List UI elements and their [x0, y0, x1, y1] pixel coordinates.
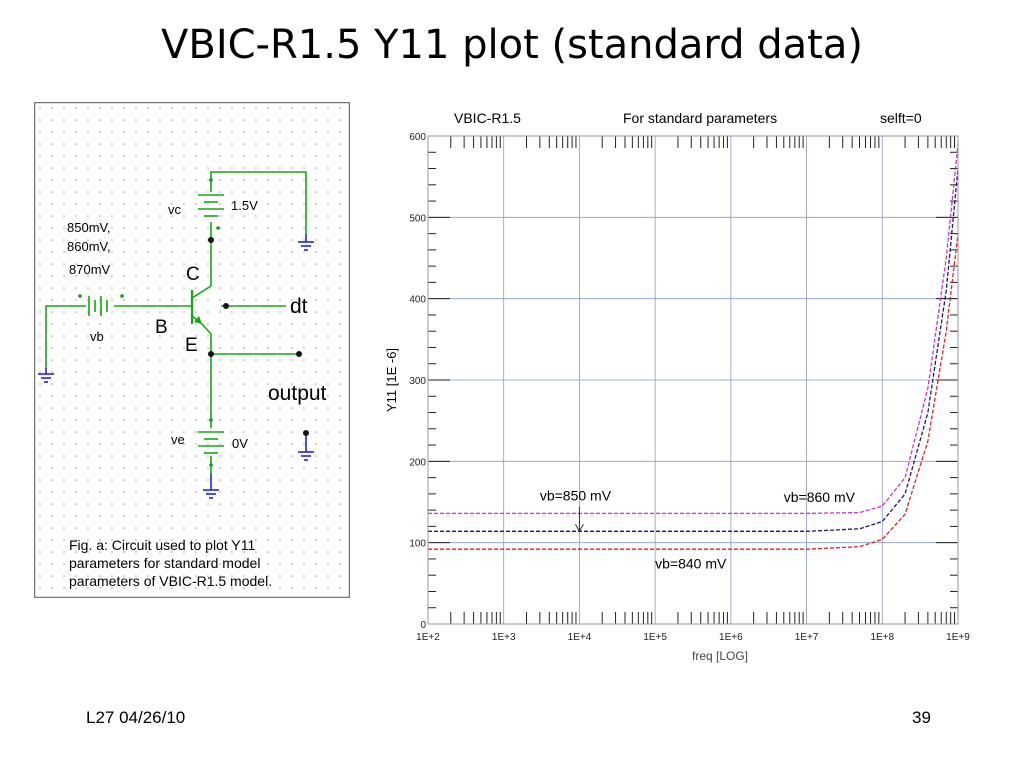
chart-panel: VBIC-R1.5 For standard parameters selft=…: [372, 100, 982, 665]
vc-value: 1.5V: [231, 198, 258, 213]
vc-label: vc: [168, 202, 182, 217]
x-tick-label: 1E+2: [416, 632, 440, 643]
y-tick-label: 500: [409, 213, 426, 224]
node-dots: [208, 237, 309, 436]
y-axis-label: Y11 [1E -6]: [384, 348, 399, 412]
annotation-arrow-head-icon: [574, 524, 584, 533]
wire-top-rail: [210, 171, 307, 234]
ve-battery-icon: [198, 431, 224, 454]
dot-grid-background: [36, 104, 348, 596]
y-tick-label: 0: [420, 620, 426, 631]
y-tick-label: 400: [409, 295, 426, 306]
chart-header-left: VBIC-R1.5: [454, 110, 521, 126]
x-tick-label: 1E+3: [492, 632, 516, 643]
circuit-panel: vc 1.5V 850mV, 860mV, 870mV vb C B E dt …: [33, 101, 351, 599]
ground-symbols: [38, 234, 314, 499]
chart-labels: vb=850 mV vb=860 mV vb=840 mV: [540, 487, 856, 571]
wire-emitter: [201, 323, 212, 428]
page-number: 39: [912, 708, 931, 727]
series-annotation-2: vb=840 mV: [655, 556, 727, 572]
x-tick-label: 1E+4: [568, 632, 592, 643]
x-axis-label: freq [LOG]: [692, 649, 748, 663]
chart-ticks: 1E+2 1E+3 1E+4 1E+5 1E+6 1E+7 1E+8 1E+9 0 100 200 3…: [409, 132, 970, 643]
vc-battery-icon: [198, 194, 224, 217]
y-tick-label: 600: [409, 132, 426, 143]
caption-line-1: Fig. a: Circuit used to plot Y11: [69, 537, 255, 553]
vb-battery-icon: [88, 296, 108, 316]
chart-header-right: selft=0: [880, 110, 922, 126]
chart-header-center: For standard parameters: [623, 110, 777, 126]
vb-value-1: 850mV,: [67, 220, 111, 235]
series-annotation-1: vb=860 mV: [784, 489, 856, 505]
ve-label: ve: [171, 432, 185, 447]
chart-series: [428, 144, 959, 550]
ground-icon-left: [38, 368, 54, 383]
circuit-wires: [45, 171, 307, 474]
x-tick-label: 1E+9: [946, 632, 970, 643]
node-b-label: B: [155, 317, 168, 338]
chart-grid: [428, 136, 958, 624]
y-tick-label: 100: [409, 539, 426, 550]
output-label: output: [268, 382, 327, 405]
x-tick-label: 1E+7: [795, 632, 819, 643]
circuit-diagram: vc 1.5V 850mV, 860mV, 870mV vb C B E dt …: [33, 101, 351, 599]
polarity-dots: [78, 178, 220, 467]
x-tick-label: 1E+6: [719, 632, 743, 643]
y11-chart: VBIC-R1.5 For standard parameters selft=…: [372, 100, 982, 665]
node-c-label: C: [186, 264, 200, 285]
x-tick-label: 1E+8: [870, 632, 894, 643]
series-annotation-0: vb=850 mV: [540, 487, 612, 503]
vb-value-2: 860mV,: [67, 239, 111, 254]
ground-icon-output: [298, 436, 314, 461]
transistor-collector-leg: [191, 285, 212, 299]
y-tick-label: 200: [409, 457, 426, 468]
x-tick-label: 1E+5: [643, 632, 667, 643]
node-e-label: E: [185, 335, 198, 356]
vb-value-3: 870mV: [69, 262, 111, 277]
vb-label: vb: [90, 329, 104, 344]
ground-icon-ve: [203, 474, 219, 499]
dt-label: dt: [290, 295, 308, 318]
series-line-0: [428, 144, 959, 515]
ve-value: 0V: [232, 436, 248, 451]
footer-date: L27 04/26/10: [86, 708, 186, 727]
caption-line-3: parameters of VBIC-R1.5 model.: [69, 573, 272, 589]
ground-icon-top-right: [298, 234, 314, 251]
caption-line-2: parameters for standard model: [69, 555, 260, 571]
slide-title: VBIC-R1.5 Y11 plot (standard data): [161, 22, 863, 68]
emitter-arrow-icon: [194, 316, 202, 324]
plot-frame: [427, 135, 959, 625]
y-tick-label: 300: [409, 376, 426, 387]
series-line-1: [428, 168, 959, 532]
series-line-2: [428, 233, 959, 550]
wire-vb-left: [45, 305, 86, 368]
